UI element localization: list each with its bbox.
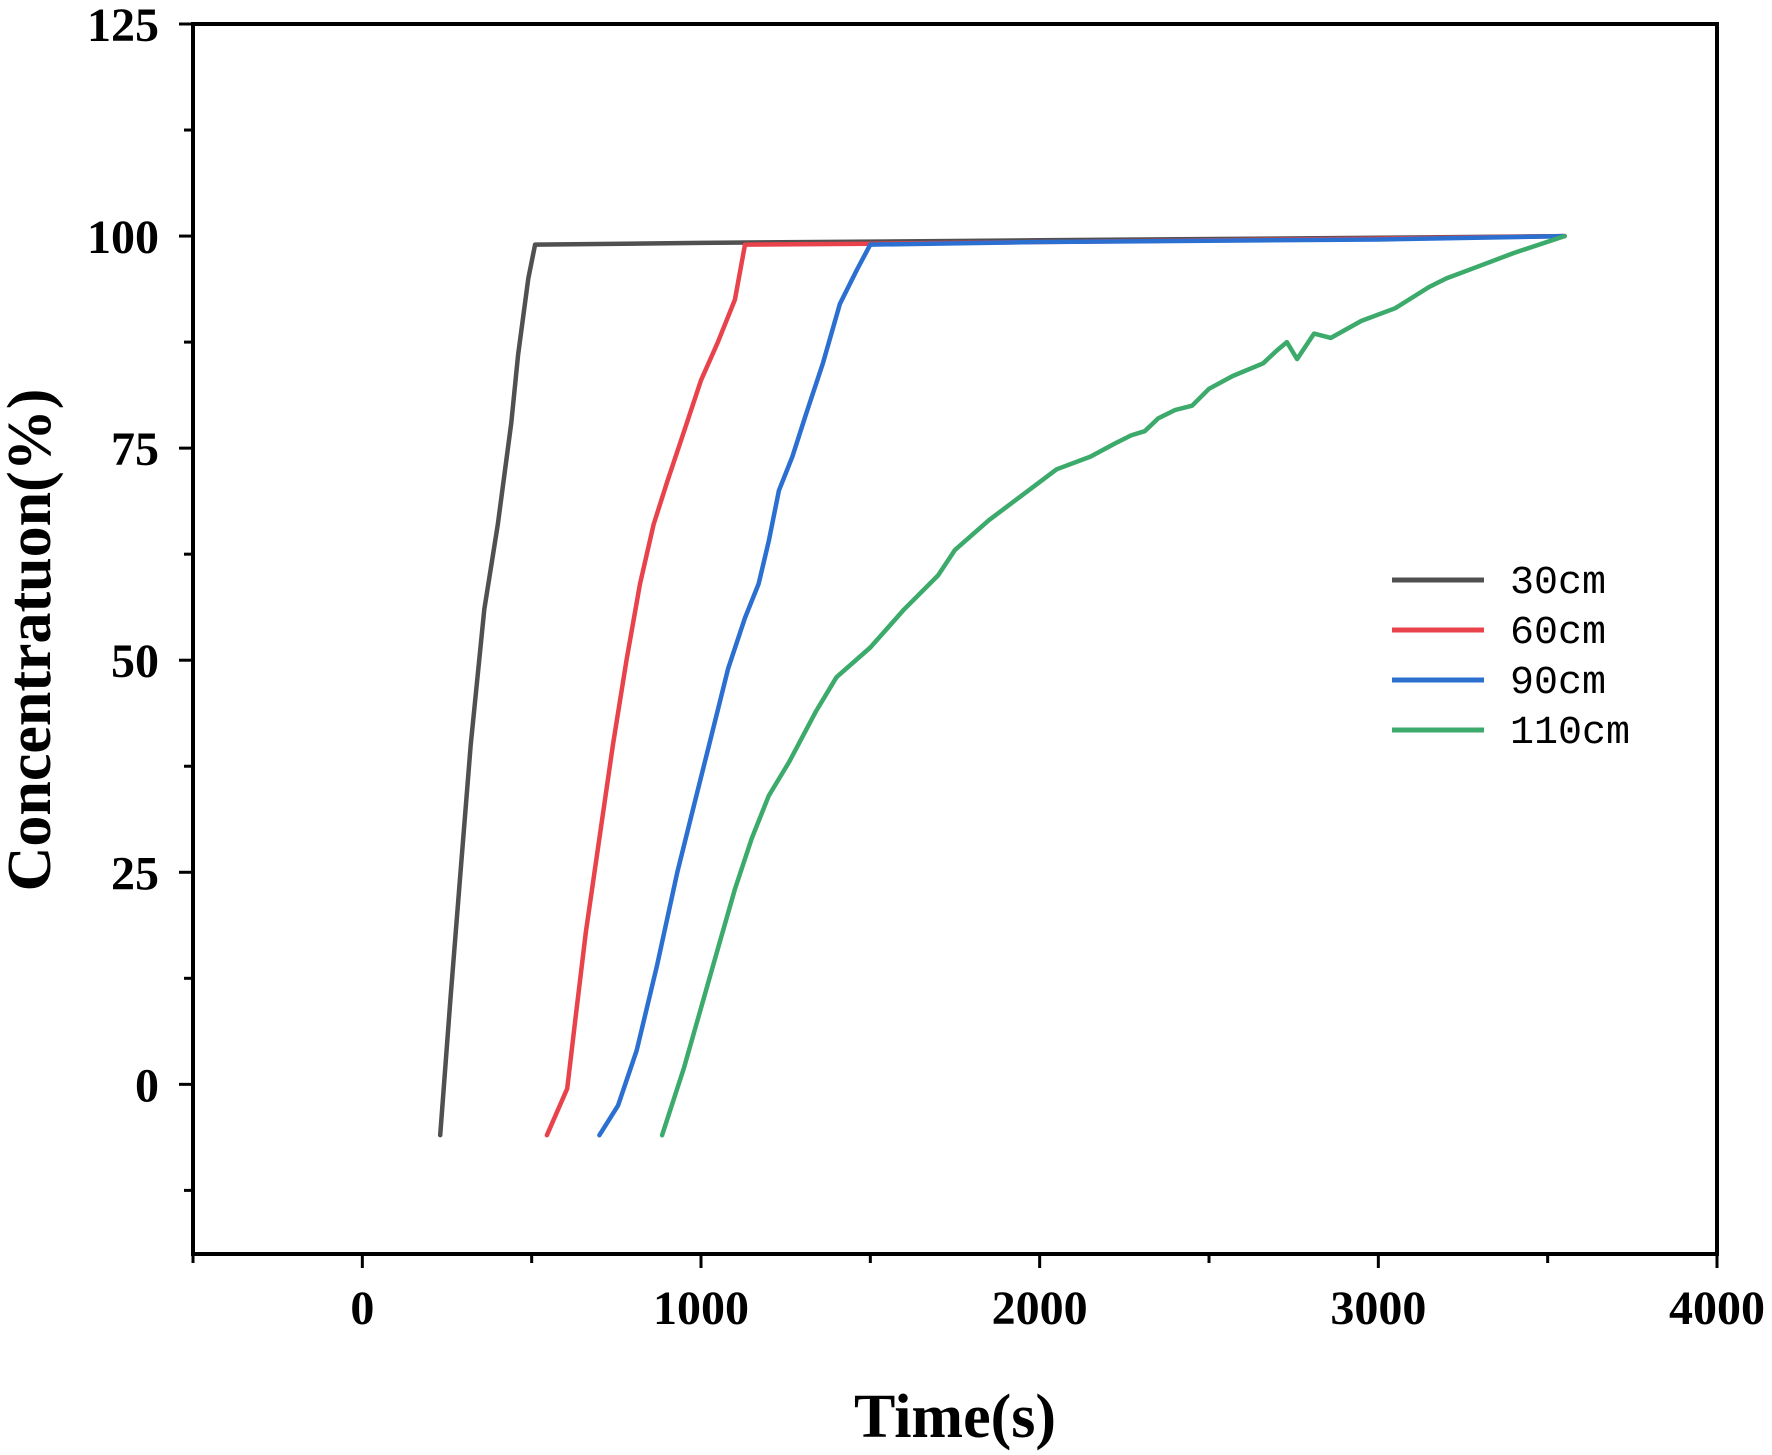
legend-label-90cm: 90cm bbox=[1510, 661, 1606, 706]
legend-label-60cm: 60cm bbox=[1510, 611, 1606, 656]
y-tick-label: 75 bbox=[111, 423, 159, 476]
x-tick-label: 0 bbox=[350, 1282, 374, 1335]
x-tick-label: 2000 bbox=[992, 1282, 1088, 1335]
y-axis-title: Concentratuon(%) bbox=[0, 389, 64, 892]
x-axis-title: Time(s) bbox=[854, 1383, 1056, 1451]
x-tick-label: 3000 bbox=[1330, 1282, 1426, 1335]
legend: 30cm 60cm 90cm 110cm bbox=[1392, 561, 1630, 756]
series-line-110cm bbox=[659, 233, 1567, 1138]
y-tick-label: 0 bbox=[135, 1059, 159, 1112]
y-tick-label: 125 bbox=[87, 0, 159, 52]
legend-label-110cm: 110cm bbox=[1510, 711, 1630, 756]
y-tick-label: 50 bbox=[111, 635, 159, 688]
y-tick-label: 25 bbox=[111, 847, 159, 900]
legend-label-30cm: 30cm bbox=[1510, 561, 1606, 606]
plot-frame bbox=[191, 22, 1719, 1256]
x-tick-label: 1000 bbox=[653, 1282, 749, 1335]
x-tick-label: 4000 bbox=[1669, 1282, 1765, 1335]
series-line-60cm bbox=[544, 233, 1567, 1138]
series-line-90cm bbox=[597, 233, 1567, 1138]
series-line-30cm bbox=[437, 233, 1567, 1138]
y-tick-label: 100 bbox=[87, 211, 159, 264]
